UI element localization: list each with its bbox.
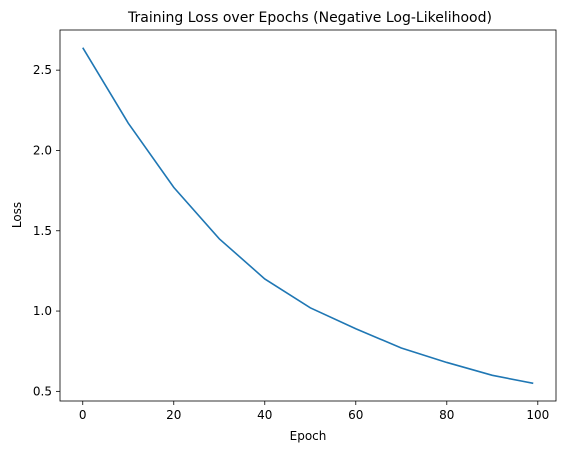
x-tick-label: 0 (79, 408, 87, 422)
x-tick-label: 20 (166, 408, 181, 422)
y-axis-label: Loss (10, 202, 24, 228)
y-tick-label: 1.0 (33, 304, 52, 318)
y-tick-label: 0.5 (33, 384, 52, 398)
loss-line (82, 47, 534, 385)
x-tick-label: 100 (526, 408, 549, 422)
y-tick-label: 2.5 (33, 63, 52, 77)
x-tick-label: 40 (257, 408, 272, 422)
x-axis-ticks: 0 20 40 60 80 100 (79, 401, 549, 422)
plot-frame (59, 29, 557, 402)
x-axis-label: Epoch (290, 429, 327, 443)
chart-title: Training Loss over Epochs (Negative Log-… (127, 10, 492, 26)
x-tick-label: 80 (439, 408, 454, 422)
x-tick-label: 60 (348, 408, 363, 422)
y-tick-label: 1.5 (33, 224, 52, 238)
y-tick-label: 2.0 (33, 143, 52, 157)
y-axis-ticks: 0.5 1.0 1.5 2.0 2.5 (33, 63, 60, 398)
plot-area: 0 20 40 60 80 100 0.5 1.0 1.5 2.0 2.5 (33, 29, 557, 422)
